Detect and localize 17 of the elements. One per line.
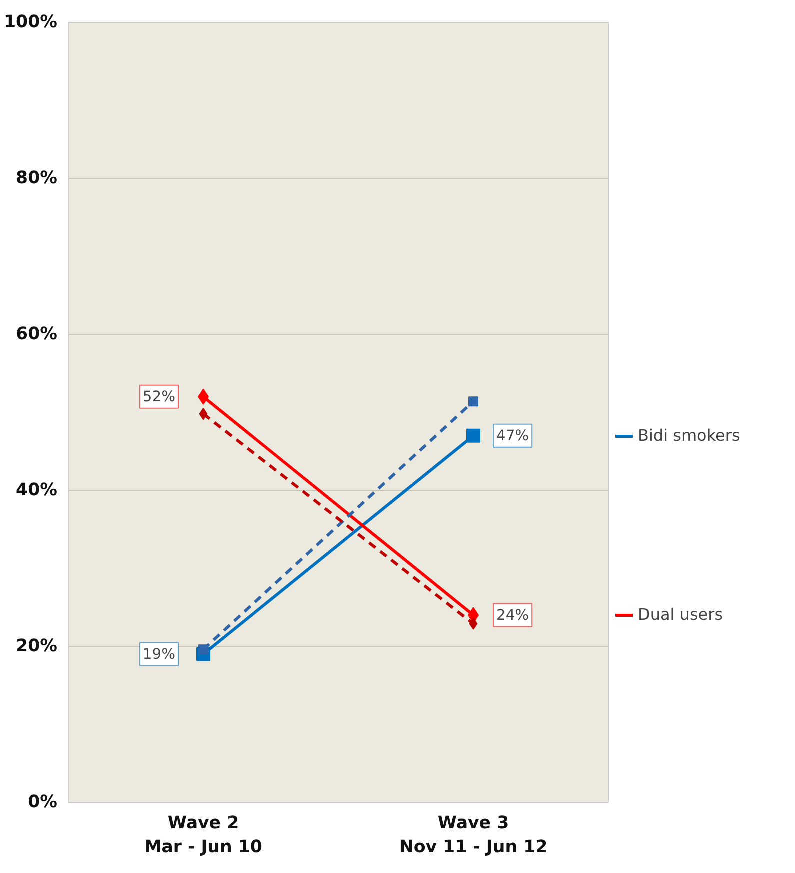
y-tick-label: 0% — [28, 792, 58, 812]
data-label: 52% — [142, 388, 176, 406]
y-tick-label: 80% — [16, 168, 58, 188]
point — [468, 396, 478, 407]
x-tick-label: Wave 3 Nov 11 - Jun 12 — [399, 814, 548, 858]
data-label: 47% — [496, 427, 530, 444]
y-tick-label: 60% — [16, 324, 58, 344]
point — [199, 408, 208, 420]
x-tick-label: Wave 2 Mar - Jun 10 — [144, 814, 263, 858]
data-label: 19% — [142, 646, 176, 663]
legend-label: Bidi smokers — [638, 425, 740, 448]
y-tick-label: 20% — [16, 636, 58, 656]
point — [466, 428, 480, 443]
y-tick-label: 100% — [4, 12, 58, 32]
data-label: 24% — [496, 606, 530, 624]
y-tick-label: 40% — [16, 480, 58, 500]
legend-label: Dual users — [638, 604, 724, 626]
